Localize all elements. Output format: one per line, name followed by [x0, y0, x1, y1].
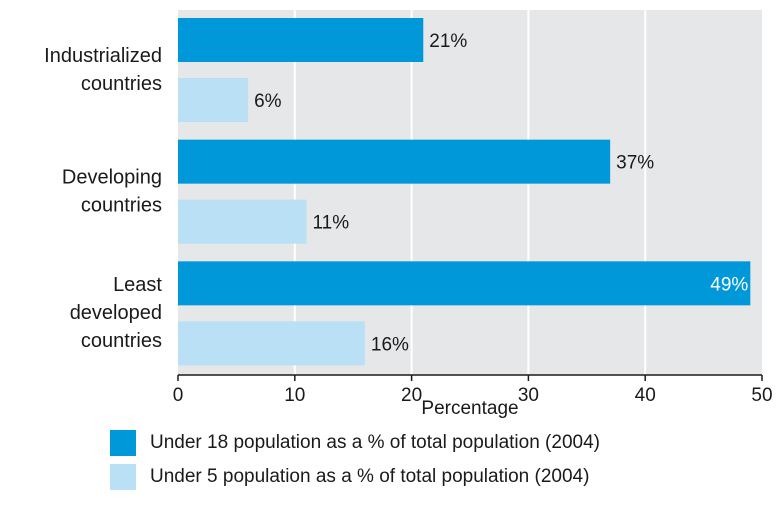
x-axis: 0 10 20 30 40 50: [173, 374, 773, 406]
x-axis-title: Percentage: [421, 398, 518, 419]
legend-label-under-5: Under 5 population as a % of total popul…: [150, 466, 590, 487]
legend-item-under-18: Under 18 population as a % of total popu…: [110, 426, 600, 460]
legend-swatch-under-18: [110, 430, 136, 456]
legend-label-under-18: Under 18 population as a % of total popu…: [150, 432, 600, 453]
x-tick-label: 50: [751, 385, 772, 406]
category-label: Developing countries: [62, 167, 162, 217]
x-tick-label: 10: [284, 385, 305, 406]
x-tick-label: 0: [173, 385, 184, 406]
data-label: 11%: [312, 213, 349, 234]
data-labels: 21% 6% 37% 11% 49% 16%: [254, 31, 748, 355]
bar-series-0-category-2: [178, 261, 751, 306]
plot-area: [178, 10, 762, 375]
bar-series-1-category-0: [178, 78, 249, 122]
category-label: Industrialized countries: [44, 45, 162, 95]
bar-series-1-category-2: [178, 321, 365, 366]
bar-series-1-category-1: [178, 199, 307, 244]
x-tick-label: 40: [635, 385, 656, 406]
data-label: 6%: [254, 91, 282, 112]
legend-item-under-5: Under 5 population as a % of total popul…: [110, 460, 600, 494]
category-label: Least developed countries: [70, 274, 163, 352]
bar-series-0-category-0: [178, 18, 424, 62]
legend-swatch-under-5: [110, 464, 136, 490]
grid-lines: [293, 10, 647, 375]
data-label: 16%: [371, 334, 409, 355]
x-tick-label: 20: [401, 385, 422, 406]
x-tick-label: 30: [518, 385, 539, 406]
category-labels: Industrialized countries Developing countri…: [44, 45, 162, 352]
legend: Under 18 population as a % of total popu…: [110, 426, 600, 494]
data-label: 49%: [710, 274, 748, 295]
bars: [178, 18, 751, 366]
bar-series-0-category-1: [178, 139, 611, 184]
data-label: 21%: [429, 31, 467, 52]
data-label: 37%: [616, 153, 654, 174]
